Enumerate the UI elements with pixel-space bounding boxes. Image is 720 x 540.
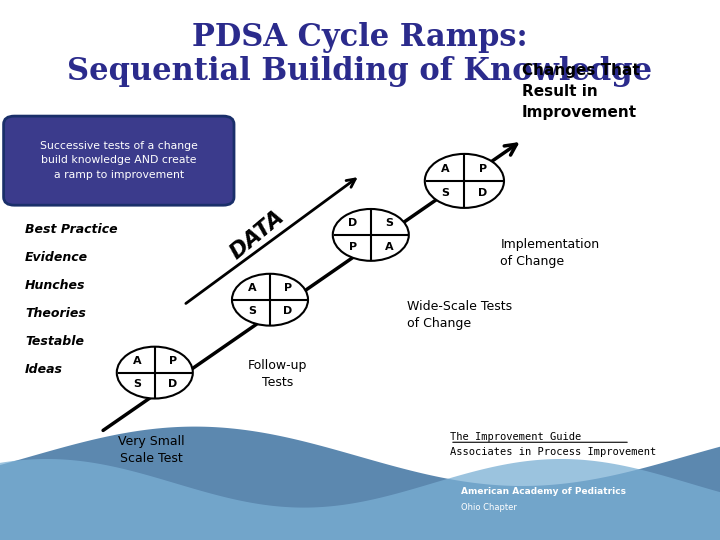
Text: P: P	[348, 241, 357, 252]
Text: The Improvement Guide: The Improvement Guide	[450, 433, 581, 442]
Polygon shape	[0, 427, 720, 540]
Text: S: S	[248, 306, 256, 316]
FancyBboxPatch shape	[4, 116, 234, 205]
Text: P: P	[284, 283, 292, 293]
Text: S: S	[441, 188, 450, 198]
Text: Associates in Process Improvement: Associates in Process Improvement	[450, 447, 656, 457]
Text: Evidence: Evidence	[25, 251, 89, 264]
Text: PDSA Cycle Ramps:: PDSA Cycle Ramps:	[192, 22, 528, 53]
Text: A: A	[384, 241, 393, 252]
Text: American Academy of Pediatrics: American Academy of Pediatrics	[461, 487, 626, 496]
Text: Successive tests of a change
build knowledge AND create
a ramp to improvement: Successive tests of a change build knowl…	[40, 140, 198, 180]
Text: D: D	[168, 379, 177, 389]
Text: Sequential Building of Knowledge: Sequential Building of Knowledge	[68, 56, 652, 87]
Text: D: D	[479, 188, 487, 198]
Text: Follow-up
Tests: Follow-up Tests	[248, 359, 307, 389]
Ellipse shape	[232, 274, 308, 326]
Text: A: A	[248, 283, 256, 293]
Text: P: P	[479, 164, 487, 174]
Text: Ohio Chapter: Ohio Chapter	[461, 503, 517, 512]
Text: D: D	[284, 306, 292, 316]
Ellipse shape	[425, 154, 504, 208]
Text: P: P	[168, 356, 177, 366]
Text: Changes That
Result in
Improvement: Changes That Result in Improvement	[522, 63, 640, 120]
Text: Very Small
Scale Test: Very Small Scale Test	[118, 435, 184, 465]
Text: A: A	[441, 164, 450, 174]
Polygon shape	[0, 459, 720, 540]
Text: Implementation
of Change: Implementation of Change	[500, 238, 600, 268]
Text: Hunches: Hunches	[25, 279, 86, 292]
Text: Wide-Scale Tests
of Change: Wide-Scale Tests of Change	[407, 300, 512, 330]
Text: DATA: DATA	[227, 206, 289, 262]
Text: S: S	[132, 379, 141, 389]
Text: A: A	[132, 356, 141, 366]
Text: D: D	[348, 218, 357, 228]
Text: Best Practice: Best Practice	[25, 223, 118, 236]
Text: Theories: Theories	[25, 307, 86, 320]
Text: S: S	[384, 218, 393, 228]
Ellipse shape	[333, 209, 409, 261]
Text: Testable: Testable	[25, 335, 84, 348]
Text: Ideas: Ideas	[25, 363, 63, 376]
Ellipse shape	[117, 347, 193, 399]
